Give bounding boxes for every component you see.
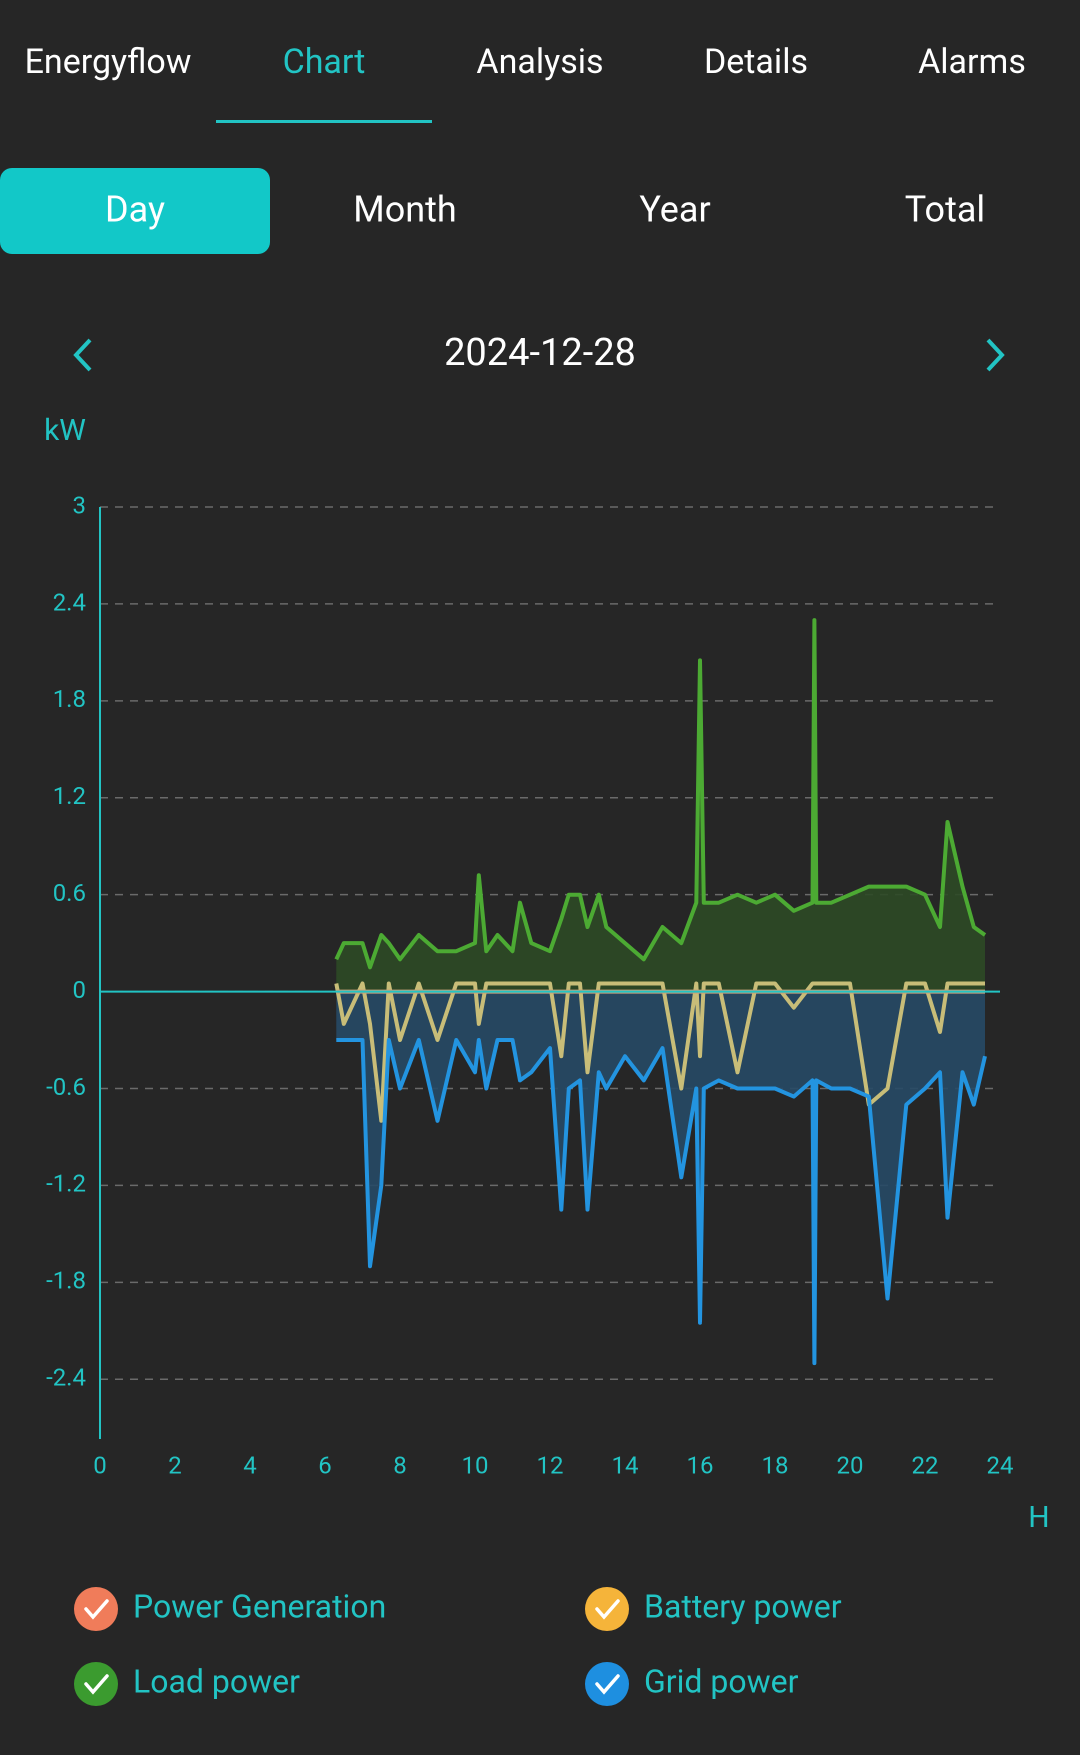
y-tick-label: 0.6 — [53, 879, 86, 907]
tab-bar: Energyflow Chart Analysis Details Alarms — [25, 42, 1026, 82]
legend-swatch — [585, 1662, 629, 1706]
x-tick-label: 20 — [837, 1451, 864, 1479]
day-pill[interactable] — [0, 168, 270, 254]
x-tick-label: 10 — [462, 1451, 489, 1479]
tab[interactable]: Chart — [283, 42, 366, 82]
series-area — [336, 991, 985, 1364]
tab[interactable]: Analysis — [476, 42, 603, 82]
axes: -2.4-1.8-1.2-0.600.61.21.82.430 2 4 6 8 10 12 1… — [46, 491, 1013, 1479]
legend-item[interactable]: Load power — [74, 1662, 300, 1706]
period-button[interactable]: Total — [905, 189, 985, 231]
tab[interactable]: Alarms — [918, 42, 1026, 82]
tab[interactable]: Details — [704, 42, 808, 82]
legend-check — [84, 1599, 109, 1620]
y-tick-label: -2.4 — [46, 1364, 86, 1392]
next-date[interactable] — [986, 338, 1005, 372]
prev-date[interactable] — [73, 338, 92, 372]
y-tick-label: 0 — [73, 976, 87, 1004]
legend-label: Power Generation — [133, 1587, 386, 1625]
period-button[interactable]: Year — [639, 189, 710, 231]
period-button[interactable]: Day — [105, 189, 165, 231]
x-tick-label: 0 — [93, 1451, 107, 1479]
y-tick-label: 1.8 — [53, 685, 86, 713]
y-tick-label: 2.4 — [53, 588, 86, 616]
legend-check — [595, 1674, 620, 1695]
x-tick-label: 22 — [912, 1451, 939, 1479]
legend-check — [595, 1599, 620, 1620]
x-tick-label: 14 — [612, 1451, 639, 1479]
legend-swatch — [74, 1662, 118, 1706]
tab[interactable]: Energyflow — [25, 42, 192, 82]
x-tick-label: 2 — [168, 1451, 182, 1479]
legend-label: Battery power — [644, 1587, 842, 1625]
y-axis-unit: kW — [44, 413, 86, 448]
legend-label: Load power — [133, 1662, 300, 1700]
date: 2024-12-28 — [444, 331, 636, 375]
series-line — [336, 1038, 987, 1366]
legend-label: Grid power — [644, 1662, 799, 1700]
tab-underline — [216, 120, 432, 123]
legend-item[interactable]: Battery power — [585, 1587, 842, 1631]
x-tick-label: 4 — [243, 1451, 257, 1479]
y-tick-label: -1.2 — [46, 1170, 86, 1198]
period-bar: Day Month Year Total — [105, 189, 985, 231]
legend: Power Generation Battery power Load power G… — [74, 1587, 842, 1706]
y-tick-label: 3 — [73, 491, 87, 519]
legend-item[interactable]: Grid power — [585, 1662, 799, 1706]
y-tick-label: 1.2 — [53, 782, 86, 810]
legend-swatch — [74, 1587, 118, 1631]
x-tick-label: 24 — [987, 1451, 1014, 1479]
y-tick-label: -0.6 — [46, 1073, 86, 1101]
y-tick-label: -1.8 — [46, 1267, 86, 1295]
x-tick-label: 16 — [687, 1451, 714, 1479]
legend-check — [84, 1674, 109, 1695]
series-line — [334, 981, 985, 1123]
x-tick-label: 18 — [762, 1451, 789, 1479]
x-tick-label: 8 — [393, 1451, 407, 1479]
x-tick-label: 12 — [537, 1451, 564, 1479]
series-area — [336, 620, 985, 992]
x-tick-label: 6 — [318, 1451, 332, 1479]
period-button[interactable]: Month — [353, 189, 456, 231]
legend-swatch — [585, 1587, 629, 1631]
x-axis-unit: H — [1028, 1500, 1049, 1535]
legend-item[interactable]: Power Generation — [74, 1587, 386, 1631]
series-line — [334, 618, 987, 970]
